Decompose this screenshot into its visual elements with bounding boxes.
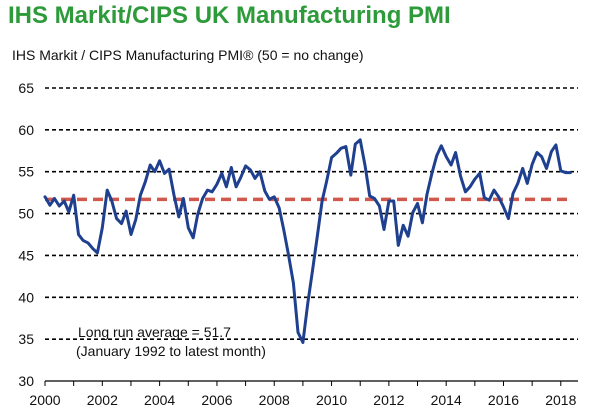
gridlines: [45, 87, 578, 340]
chart-subtitle: IHS Markit / CIPS Manufacturing PMI® (50…: [12, 47, 364, 63]
y-axis: 30 35 40 45 50 55 60 65: [18, 80, 34, 389]
x-tick-label: 2000: [29, 392, 60, 408]
x-tick-label: 2006: [201, 392, 232, 408]
x-tick-label: 2012: [373, 392, 404, 408]
y-tick-label: 60: [18, 122, 34, 138]
x-tick-label: 2002: [87, 392, 118, 408]
x-tick-label: 2010: [316, 392, 347, 408]
y-tick-label: 55: [18, 164, 34, 180]
x-axis: 2000 2002 2004 2006 2008 2010 2012 2014 2016 2018: [29, 380, 578, 408]
y-tick-label: 30: [18, 373, 34, 389]
x-tick-label: 2018: [545, 392, 576, 408]
series-layer: [43, 138, 572, 344]
x-tick-label: 2008: [259, 392, 290, 408]
pmi-series-line: [43, 138, 572, 344]
x-tick-label: 2016: [488, 392, 519, 408]
x-tick-label: 2014: [431, 392, 462, 408]
chart-title: IHS Markit/CIPS UK Manufacturing PMI: [8, 2, 451, 29]
average-annotation-line2: (January 1992 to latest month): [76, 343, 266, 359]
y-tick-label: 40: [18, 289, 34, 305]
x-tick-label: 2004: [144, 392, 175, 408]
y-tick-label: 45: [18, 247, 34, 263]
average-annotation-line1: Long run average = 51.7: [78, 324, 231, 340]
y-tick-label: 65: [18, 80, 34, 96]
y-tick-label: 35: [18, 331, 34, 347]
y-tick-label: 50: [18, 206, 34, 222]
